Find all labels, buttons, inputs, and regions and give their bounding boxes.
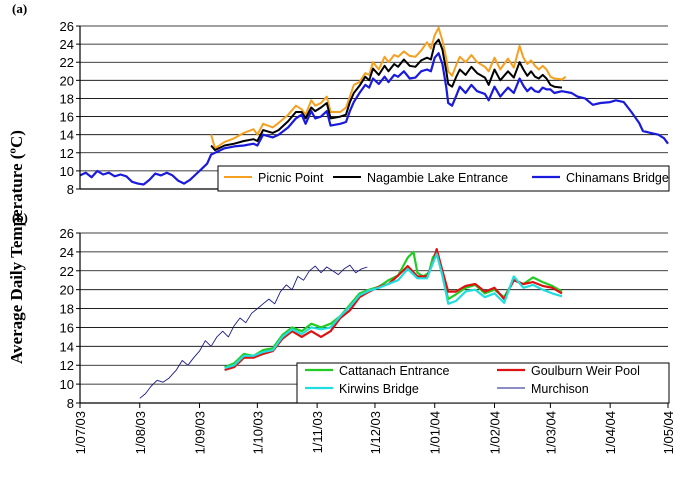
legend-box [217,165,670,192]
y-tick-label: 24 [60,37,74,52]
x-tick-label: 1/08/03 [133,411,148,454]
series-line-kirwins-bridge [224,252,563,370]
x-axis-date-ticks: 1/07/03 1/08/03 1/09/03 1/10/03 1/11/03 1/12/… [73,403,675,454]
y-tick-label: 16 [60,110,74,125]
y-tick-label: 10 [60,164,74,179]
y-tick-label: 16 [60,320,74,335]
x-tick-label: 1/09/03 [193,411,208,454]
legend-label: Picnic Point [258,171,324,185]
y-axis-title: Average Daily Temperature (ºC) [7,130,26,364]
legend-box [296,362,670,404]
series-line-nagambie-lake-entrance [210,38,563,152]
panel-b-legend: Cattanach Entrance Goulburn Weir Pool Kirw… [296,362,670,404]
panel-a-legend: Picnic Point Nagambie Lake Entrance Chinam… [217,165,670,192]
x-tick-label: 1/05/04 [661,411,675,454]
panel-a-axes [79,26,668,190]
series-line-cattanach-entrance [224,250,563,369]
y-tick-label: 18 [60,302,74,317]
legend-label: Kirwins Bridge [339,382,419,396]
x-tick-label: 1/10/03 [250,411,265,454]
y-tick-label: 24 [60,245,74,260]
series-line-chinamans-bridge [79,52,669,186]
panel-a: (a) 8 10 12 14 16 18 20 22 24 26 Picnic Point Naga… [12,1,670,197]
x-tick-label: 1/04/04 [603,411,618,454]
y-tick-label: 14 [60,339,74,354]
y-tick-label: 20 [60,283,74,298]
series-line-picnic-point [210,26,567,150]
y-tick-label: 26 [60,19,74,34]
y-tick-label: 22 [60,55,74,70]
panel-a-y-ticks: 8 10 12 14 16 18 20 22 24 26 [60,19,80,197]
legend-label: Chinamans Bridge [566,171,669,185]
panel-a-gridlines [80,25,668,190]
y-tick-label: 22 [60,264,74,279]
series-line-murchison [139,264,368,399]
legend-label: Cattanach Entrance [339,364,450,378]
y-tick-label: 14 [60,128,74,143]
series-line-goulburn-weir-pool [224,248,563,371]
legend-label: Murchison [531,382,589,396]
x-tick-label: 1/12/03 [368,411,383,454]
panel-a-label: (a) [12,1,27,16]
x-tick-label: 1/03/04 [543,411,558,454]
y-tick-label: 12 [60,358,74,373]
y-tick-label: 18 [60,91,74,106]
y-tick-label: 12 [60,146,74,161]
panel-a-series [79,26,669,186]
legend-label: Goulburn Weir Pool [531,364,640,378]
panel-b-label: (b) [12,210,28,225]
y-tick-label: 10 [60,377,74,392]
y-tick-label: 8 [67,182,74,197]
x-tick-label: 1/11/03 [310,411,325,453]
x-tick-label: 1/07/03 [73,411,88,454]
y-tick-label: 20 [60,73,74,88]
x-tick-label: 1/01/04 [428,411,443,454]
y-tick-label: 8 [67,396,74,411]
legend-label: Nagambie Lake Entrance [367,171,508,185]
y-tick-label: 26 [60,226,74,241]
panel-b-y-ticks: 8 10 12 14 16 18 20 22 24 26 [60,226,80,411]
panel-b-series [139,248,563,399]
x-tick-label: 1/02/04 [487,411,502,454]
